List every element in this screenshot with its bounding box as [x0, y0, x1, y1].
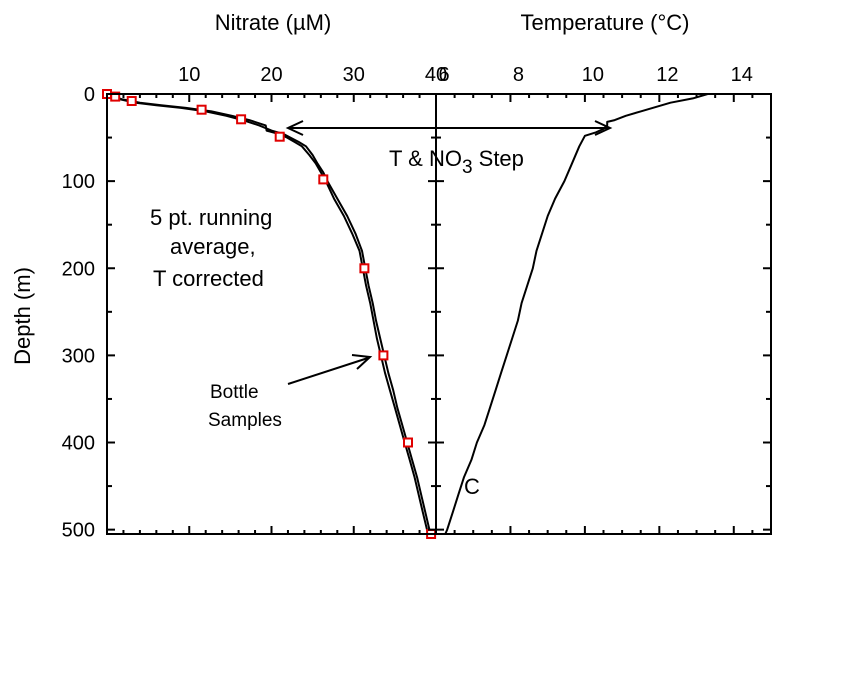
temperature-tick-label: 6: [438, 64, 449, 86]
temperature-tick-label: 8: [513, 64, 524, 86]
panel-letter: C: [464, 474, 480, 499]
depth-tick-label: 300: [62, 345, 95, 367]
depth-tick-label: 0: [84, 84, 95, 106]
step-arrow: [285, 120, 613, 136]
nitrate-tick-label: 40: [425, 64, 447, 86]
nitrate-panel-frame: [106, 93, 437, 535]
temperature-tick-label: 14: [731, 64, 753, 86]
nitrate-profile-line-2: [106, 93, 431, 535]
nitrate-tick-label: 20: [260, 64, 282, 86]
depth-tick-label: 200: [62, 258, 95, 280]
bottle-samples-arrow: [287, 354, 373, 385]
bottle-sample-marker: [359, 263, 370, 274]
depth-axis-title: Depth (m): [10, 267, 35, 365]
temperature-panel-frame: [435, 93, 772, 535]
nitrate-profile-line-1: [106, 93, 433, 535]
depth-tick-label: 500: [62, 520, 95, 542]
bottle-sample-marker: [403, 437, 413, 448]
bottle-sample-marker: [236, 114, 247, 125]
step-label: T & NO3 Step: [389, 146, 524, 178]
depth-tick-label: 100: [62, 171, 95, 193]
bottle-sample-marker: [274, 131, 285, 142]
temperature-axis-title: Temperature (°C): [521, 10, 690, 35]
bottle-sample-marker: [318, 174, 329, 185]
nitrate-tick-label: 30: [343, 64, 365, 86]
bottle-sample-marker: [196, 104, 207, 115]
temperature-profile-line-3: [444, 93, 708, 535]
depth-tick-label: 400: [62, 433, 95, 455]
running-average-label-line2: average,: [170, 234, 256, 259]
bottle-sample-marker: [378, 350, 389, 361]
temperature-tick-label: 12: [656, 64, 678, 86]
temperature-tick-label: 10: [582, 64, 604, 86]
bottle-samples-label-line1: Bottle: [210, 382, 259, 403]
bottle-sample-markers: [102, 89, 437, 539]
plot-lines: [106, 93, 708, 535]
bottle-sample-marker: [126, 96, 137, 106]
running-average-label-line3: T corrected: [153, 266, 264, 291]
step-label-subscript: 3: [462, 157, 473, 178]
axis-ticks: 0 100 200 300 400 500 10 20 30 406 8 10 12 14: [62, 64, 772, 542]
bottle-samples-label-line2: Samples: [208, 410, 282, 431]
nitrate-tick-label: 10: [178, 64, 200, 86]
step-label-prefix: T & NO: [389, 146, 462, 171]
step-label-suffix: Step: [473, 146, 524, 171]
running-average-label-line1: 5 pt. running: [150, 205, 272, 230]
nitrate-axis-title: Nitrate (µM): [215, 10, 332, 35]
bottle-sample-marker: [110, 91, 121, 102]
